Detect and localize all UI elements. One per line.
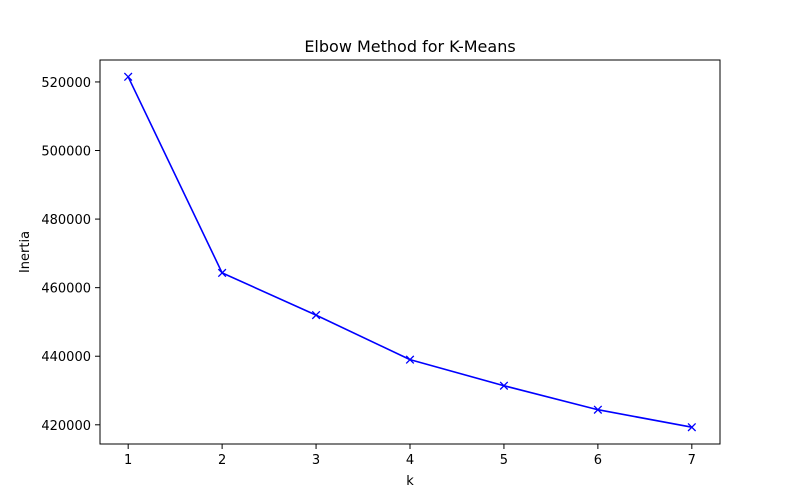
data-point-marker: [405, 355, 415, 364]
x-tick-label: 5: [500, 453, 508, 468]
x-tick-label: 4: [406, 453, 414, 468]
data-point-marker: [687, 422, 697, 432]
y-axis-label: Inertia: [18, 231, 33, 273]
data-point-marker: [311, 310, 321, 320]
y-tick-label: 520000: [41, 76, 91, 91]
chart-title: Elbow Method for K-Means: [304, 37, 515, 56]
y-tick-label: 420000: [41, 419, 91, 434]
x-tick-label: 2: [218, 453, 226, 468]
x-tick-label: 1: [124, 453, 132, 468]
y-axis: 420000 440000 460000 480000 500000 520000: [41, 76, 100, 434]
y-tick-label: 480000: [41, 213, 91, 228]
data-point-marker: [123, 72, 133, 82]
y-tick-label: 460000: [41, 282, 91, 297]
x-tick-label: 3: [312, 453, 320, 468]
x-tick-label: 7: [688, 453, 696, 468]
x-tick-label: 6: [594, 453, 602, 468]
data-point-marker: [217, 268, 227, 278]
x-axis-label: k: [406, 474, 414, 489]
y-tick-label: 440000: [41, 350, 91, 365]
x-axis: 1 2 3 4 5 6 7: [124, 444, 696, 468]
y-tick-label: 500000: [41, 145, 91, 160]
data-point-marker: [593, 405, 603, 414]
series-layer: [123, 72, 697, 432]
data-point-marker: [499, 381, 509, 390]
